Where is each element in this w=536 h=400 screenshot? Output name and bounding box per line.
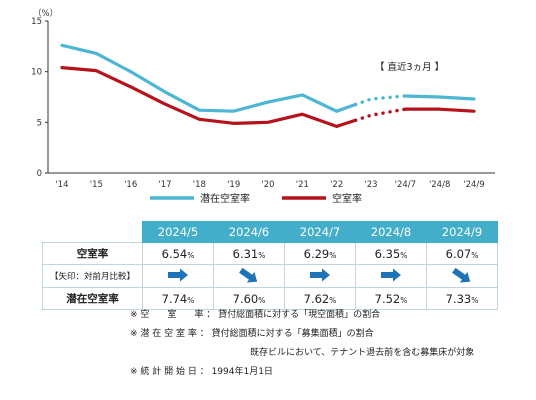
vacancy-row-label: 空室率 xyxy=(42,242,143,265)
y-tick-label: 0 xyxy=(37,169,42,179)
percent-sign: % xyxy=(400,295,408,305)
table-header-row: 2024/5 2024/6 2024/7 2024/8 2024/9 xyxy=(42,221,498,243)
percent-sign: % xyxy=(258,295,266,305)
latent-cell: 7.74% xyxy=(142,287,214,310)
arrow-cell xyxy=(284,264,356,288)
arrow-cell xyxy=(213,264,285,288)
series-line xyxy=(335,102,358,113)
x-tick-label: '24/9 xyxy=(463,180,484,190)
latent-value: 7.62 xyxy=(303,291,330,306)
percent-sign: % xyxy=(258,250,266,260)
vacancy-value: 6.07 xyxy=(445,246,472,261)
percent-sign: % xyxy=(329,295,337,305)
series-lines xyxy=(60,43,476,128)
latent-cell: 7.60% xyxy=(213,287,285,310)
footnotes: ※ 空 室 率 ： 貸付総面積に対する「現空面積」の割合 ※ 潜 在 空 室 率… xyxy=(130,306,530,382)
vacancy-cell: 6.31% xyxy=(213,242,285,265)
series-line xyxy=(403,107,476,113)
table-header-cell: 2024/6 xyxy=(213,221,285,243)
latent-value: 7.74 xyxy=(161,291,188,306)
x-axis: '14 '15 '16 '17 '18 '19 '20 '21 '22 '23 '24/7 '24/8… xyxy=(48,172,495,190)
latent-cell: 7.33% xyxy=(426,287,498,310)
series-line xyxy=(60,43,339,113)
note-latent-definition: ※ 潜 在 空 室 率 ： 貸付総面積に対する「募集面積」の割合 xyxy=(130,329,374,339)
note-vacancy-definition: ※ 空 室 率 ： 貸付総面積に対する「現空面積」の割合 xyxy=(130,310,381,320)
latent-cell: 7.52% xyxy=(355,287,427,310)
percent-sign: % xyxy=(187,295,195,305)
x-tick-label: '16 xyxy=(124,180,137,190)
note-start-date: ※ 統 計 開 始 日 ： 1994年1月1日 xyxy=(130,367,273,377)
table-header-cell: 2024/7 xyxy=(284,221,356,243)
x-tick-label: '24/7 xyxy=(395,180,416,190)
series-line xyxy=(335,118,358,128)
trend-arrow-icon xyxy=(238,267,260,282)
x-tick-label: '14 xyxy=(55,180,68,190)
y-tick-label: 5 xyxy=(37,118,42,128)
vacancy-value: 6.54 xyxy=(161,246,188,261)
legend: 潜在空室率 空室率 xyxy=(150,192,362,205)
x-tick-label: '19 xyxy=(227,180,240,190)
trend-arrow-icon xyxy=(451,267,473,282)
vacancy-cell: 6.54% xyxy=(142,242,214,265)
recent-3-months-label: 【 直近3ヵ月 】 xyxy=(375,61,444,73)
trend-arrow-icon xyxy=(167,268,189,282)
latent-value: 7.52 xyxy=(374,291,401,306)
latent-row-label: 潜在空室率 xyxy=(42,287,143,310)
latent-value: 7.60 xyxy=(232,291,259,306)
x-tick-label: '24/8 xyxy=(429,180,450,190)
latent-value: 7.33 xyxy=(445,291,472,306)
y-tick-label: 10 xyxy=(31,68,42,78)
x-tick-label: '21 xyxy=(296,180,309,190)
arrow-cell xyxy=(142,264,214,288)
x-tick-label: '18 xyxy=(193,180,206,190)
table-corner xyxy=(42,221,143,243)
x-tick-label: '15 xyxy=(90,180,103,190)
y-tick-label: 15 xyxy=(31,17,42,27)
percent-sign: % xyxy=(471,295,479,305)
percent-sign: % xyxy=(329,250,337,260)
arrow-row-label: 【矢印：対前月比較】 xyxy=(42,264,143,288)
percent-sign: % xyxy=(471,250,479,260)
table-header-cell: 2024/9 xyxy=(426,221,498,243)
trend-arrow-icon xyxy=(380,268,402,282)
legend-label: 潜在空室率 xyxy=(200,192,250,205)
series-line xyxy=(60,66,339,128)
percent-sign: % xyxy=(400,250,408,260)
vacancy-cell: 6.29% xyxy=(284,242,356,265)
series-line xyxy=(403,94,476,101)
percent-sign: % xyxy=(187,250,195,260)
y-axis-unit: （%） xyxy=(33,8,58,19)
x-tick-label: '20 xyxy=(261,180,274,190)
legend-label: 空室率 xyxy=(332,192,362,205)
table-row-latent: 潜在空室率 7.74% 7.60% 7.62% 7.52% 7.33% xyxy=(42,287,498,310)
series-dotted-line xyxy=(353,94,408,107)
vacancy-value: 6.29 xyxy=(303,246,330,261)
table-header-cell: 2024/8 xyxy=(355,221,427,243)
arrow-cell xyxy=(426,264,498,288)
vacancy-cell: 6.07% xyxy=(426,242,498,265)
table-header-cell: 2024/5 xyxy=(142,221,214,243)
y-axis: 0 5 10 15 xyxy=(31,17,49,179)
series-dotted-line xyxy=(353,107,408,122)
vacancy-value: 6.35 xyxy=(374,246,401,261)
x-tick-label: '22 xyxy=(330,180,343,190)
vacancy-value: 6.31 xyxy=(232,246,259,261)
vacancy-cell: 6.35% xyxy=(355,242,427,265)
table-row-arrows: 【矢印：対前月比較】 xyxy=(42,264,498,288)
x-tick-label: '23 xyxy=(364,180,377,190)
arrow-cell xyxy=(355,264,427,288)
vacancy-rate-chart: （%） 0 5 10 15 '14 '15 '16 '17 '18 '19 '20 '21 '22 '2… xyxy=(31,8,495,205)
x-tick-label: '17 xyxy=(158,180,171,190)
trend-arrow-icon xyxy=(309,268,331,282)
vacancy-table: 2024/5 2024/6 2024/7 2024/8 2024/9 空室率 6… xyxy=(42,221,498,310)
table-row-vacancy: 空室率 6.54% 6.31% 6.29% 6.35% 6.07% xyxy=(42,242,498,265)
note-latent-detail: 既存ビルにおいて、テナント退去前を含む募集床が対象 xyxy=(250,348,475,358)
